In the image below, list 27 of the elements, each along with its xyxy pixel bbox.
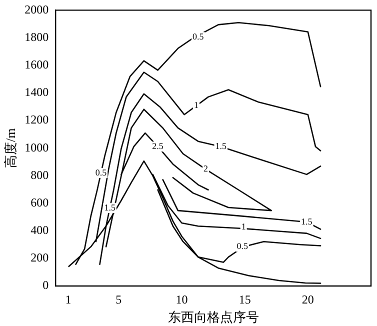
x-tick-label: 1 (65, 292, 72, 306)
annotation: 0.5 (95, 167, 108, 178)
annotation: 1 (194, 100, 199, 110)
annotation: 1.5 (215, 140, 227, 151)
annotation: 1 (241, 221, 246, 232)
y-tick-label: 1200 (24, 112, 49, 127)
y-tick-label: 1000 (24, 140, 49, 154)
annotation: 2.5 (152, 140, 164, 151)
y-tick-label: 600 (30, 195, 49, 210)
annotation: 0.5 (192, 31, 204, 42)
annotation: 1.5 (104, 202, 116, 212)
y-tick-label: 0 (42, 278, 49, 292)
x-tick-label: 15 (238, 292, 251, 306)
annotation: 0.5 (236, 241, 248, 252)
x-tick-label: 5 (116, 292, 122, 306)
y-tick-label: 1600 (24, 58, 49, 72)
y-tick-label: 2000 (24, 2, 49, 16)
x-axis-title: 东西向格点序号 (168, 310, 259, 325)
y-tick-label: 400 (30, 222, 49, 237)
y-tick-label: 1800 (24, 30, 49, 44)
annotation: 1.5 (301, 216, 313, 226)
y-tick-label: 800 (30, 168, 49, 182)
y-axis-title: 高度/m (3, 128, 18, 168)
y-tick-label: 200 (30, 250, 49, 265)
x-tick-label: 20 (302, 292, 314, 306)
x-tick-label: 10 (176, 292, 188, 306)
y-tick-label: 1400 (24, 85, 49, 100)
